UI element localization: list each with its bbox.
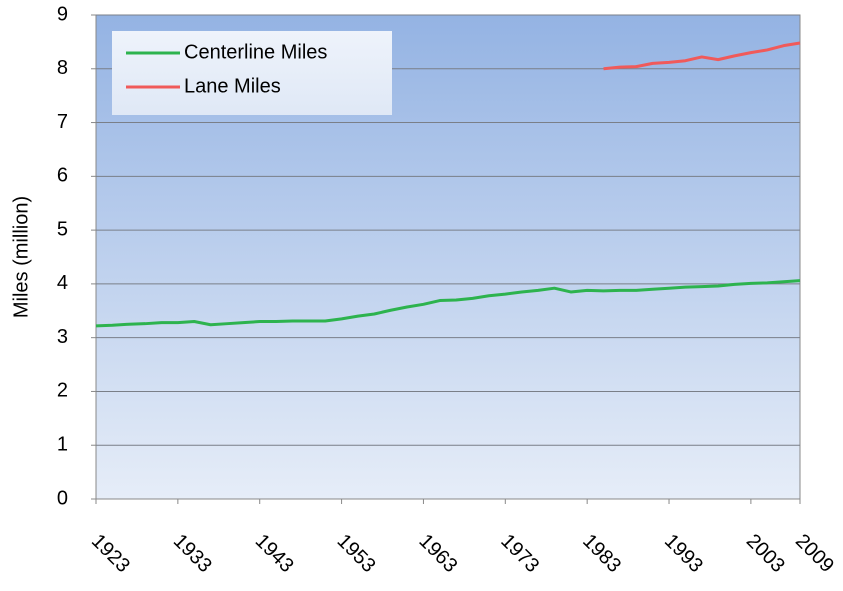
y-tick-label: 5 xyxy=(57,218,68,240)
series-line xyxy=(95,279,801,328)
y-tick-label: 6 xyxy=(57,165,68,187)
y-tick-label: 9 xyxy=(57,3,68,25)
x-tick-label: 2009 xyxy=(791,530,838,577)
y-tick-label: 7 xyxy=(57,111,68,133)
y-axis-label: Miles (million) xyxy=(10,196,32,318)
series-line xyxy=(603,41,801,71)
y-tick-label: 0 xyxy=(57,487,68,509)
x-tick-label: 1953 xyxy=(333,530,380,577)
x-tick-label: 1973 xyxy=(496,530,543,577)
x-tick-label: 1923 xyxy=(87,530,134,577)
x-tick-label: 2003 xyxy=(742,530,789,577)
legend-box xyxy=(112,31,392,115)
y-tick-label: 2 xyxy=(57,380,68,402)
y-tick-label: 1 xyxy=(57,434,68,456)
y-tick-label: 4 xyxy=(57,272,68,294)
x-tick-label: 1943 xyxy=(251,530,298,577)
x-tick-label: 1933 xyxy=(169,530,216,577)
x-tick-label: 1983 xyxy=(578,530,625,577)
x-tick-label: 1963 xyxy=(414,530,461,577)
y-tick-label: 8 xyxy=(57,57,68,79)
legend-label: Centerline Miles xyxy=(184,41,327,63)
y-tick-label: 3 xyxy=(57,326,68,348)
x-tick-label: 1993 xyxy=(660,530,707,577)
legend-label: Lane Miles xyxy=(184,75,281,97)
